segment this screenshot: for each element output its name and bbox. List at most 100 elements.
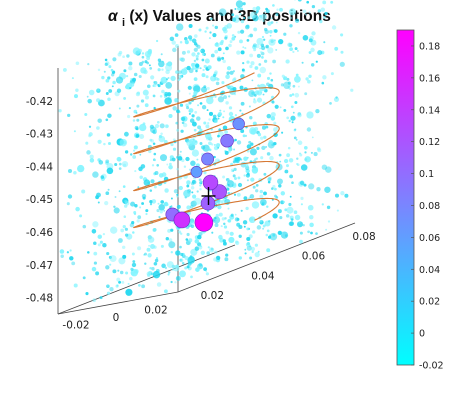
background-point	[131, 220, 135, 225]
background-point	[205, 272, 209, 276]
background-point	[203, 267, 207, 271]
background-point	[195, 54, 199, 59]
background-point	[228, 43, 232, 48]
background-point	[167, 61, 172, 67]
background-point	[201, 53, 205, 56]
background-point	[214, 76, 218, 81]
background-point	[263, 135, 267, 139]
background-point	[217, 96, 225, 103]
background-point	[141, 55, 145, 59]
background-point	[111, 70, 116, 74]
background-point	[273, 39, 276, 42]
background-point	[145, 209, 149, 213]
background-point	[321, 81, 325, 85]
background-point	[73, 170, 77, 175]
background-point	[171, 157, 176, 162]
background-point	[278, 38, 284, 45]
background-point	[186, 50, 191, 54]
background-point	[207, 65, 212, 70]
background-point	[281, 131, 284, 134]
background-point	[269, 34, 272, 37]
background-point	[193, 59, 197, 63]
background-point	[252, 44, 257, 50]
background-point	[296, 157, 299, 160]
axis-edge	[57, 291, 179, 315]
background-point	[152, 94, 156, 98]
background-point	[319, 19, 323, 24]
background-point	[143, 179, 151, 187]
background-point	[96, 126, 100, 130]
background-point	[227, 191, 231, 195]
background-point	[255, 43, 260, 49]
y-tick-label: 0.02	[201, 290, 224, 302]
background-point	[177, 89, 181, 93]
background-point	[267, 47, 274, 54]
background-point	[122, 55, 125, 59]
background-point	[226, 187, 230, 191]
background-point	[152, 270, 161, 279]
background-point	[236, 192, 241, 197]
background-point	[313, 152, 318, 157]
helix-path	[132, 72, 280, 229]
background-point	[150, 75, 155, 80]
background-point	[176, 128, 180, 132]
background-point	[213, 155, 216, 159]
background-point	[186, 180, 191, 185]
background-point	[211, 231, 214, 234]
background-point	[152, 142, 156, 146]
background-point	[158, 215, 161, 219]
background-point	[214, 119, 218, 124]
background-point	[194, 246, 200, 251]
background-point	[217, 201, 221, 205]
background-point	[285, 214, 290, 218]
background-point	[149, 200, 153, 204]
background-point	[89, 158, 95, 163]
background-point	[108, 89, 113, 93]
background-point	[286, 164, 289, 168]
background-point	[232, 182, 237, 186]
data-points	[165, 117, 245, 232]
background-point	[179, 103, 184, 107]
background-point	[208, 111, 214, 116]
background-point	[222, 125, 228, 130]
background-point	[246, 144, 252, 149]
background-point	[179, 258, 184, 263]
background-point	[120, 228, 125, 233]
background-point	[209, 31, 212, 34]
background-point	[203, 121, 207, 125]
background-point	[158, 135, 166, 143]
background-point	[327, 220, 331, 223]
background-point	[224, 130, 229, 135]
background-point	[269, 155, 274, 161]
background-point	[204, 30, 207, 33]
background-point	[147, 50, 152, 55]
background-point	[225, 184, 229, 189]
background-point	[144, 252, 147, 256]
background-point	[239, 39, 243, 44]
colorbar-tick-label: 0.04	[419, 265, 440, 276]
background-point	[119, 270, 124, 275]
x-tick-label: -0.02	[62, 319, 89, 331]
background-point	[192, 225, 195, 228]
background-point	[167, 271, 171, 274]
background-point	[131, 252, 135, 256]
background-point	[180, 252, 184, 257]
background-point	[249, 194, 255, 199]
background-point	[139, 153, 142, 156]
z-tick-label: -0.44	[26, 161, 53, 173]
background-point	[157, 202, 160, 205]
background-point	[125, 74, 129, 78]
background-point	[258, 17, 263, 21]
background-point	[253, 94, 257, 97]
background-point	[295, 73, 299, 77]
background-point	[100, 175, 105, 179]
background-point	[191, 52, 196, 57]
background-point	[199, 102, 203, 105]
background-point	[118, 107, 121, 110]
background-point	[219, 41, 224, 46]
background-point	[234, 35, 237, 38]
background-point	[160, 244, 164, 248]
background-point	[334, 46, 339, 51]
background-point	[276, 8, 279, 11]
background-point	[298, 221, 301, 224]
